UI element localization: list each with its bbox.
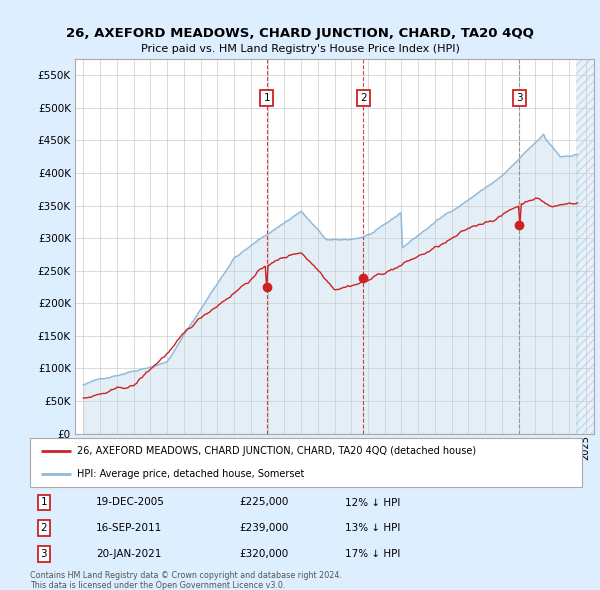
Text: 3: 3	[40, 549, 47, 559]
Text: 19-DEC-2005: 19-DEC-2005	[96, 497, 165, 507]
Text: This data is licensed under the Open Government Licence v3.0.: This data is licensed under the Open Gov…	[30, 581, 286, 589]
Text: £320,000: £320,000	[240, 549, 289, 559]
Text: 26, AXEFORD MEADOWS, CHARD JUNCTION, CHARD, TA20 4QQ: 26, AXEFORD MEADOWS, CHARD JUNCTION, CHA…	[66, 27, 534, 40]
FancyBboxPatch shape	[30, 438, 582, 487]
Text: 13% ↓ HPI: 13% ↓ HPI	[344, 523, 400, 533]
Text: 1: 1	[263, 93, 270, 103]
Text: 20-JAN-2021: 20-JAN-2021	[96, 549, 161, 559]
Text: 3: 3	[516, 93, 523, 103]
Text: £225,000: £225,000	[240, 497, 289, 507]
Text: HPI: Average price, detached house, Somerset: HPI: Average price, detached house, Some…	[77, 468, 304, 478]
Text: 2: 2	[40, 523, 47, 533]
Bar	[576, 59, 594, 434]
Text: Contains HM Land Registry data © Crown copyright and database right 2024.: Contains HM Land Registry data © Crown c…	[30, 571, 342, 580]
Text: £239,000: £239,000	[240, 523, 289, 533]
Text: 26, AXEFORD MEADOWS, CHARD JUNCTION, CHARD, TA20 4QQ (detached house): 26, AXEFORD MEADOWS, CHARD JUNCTION, CHA…	[77, 447, 476, 457]
Text: 12% ↓ HPI: 12% ↓ HPI	[344, 497, 400, 507]
Text: 17% ↓ HPI: 17% ↓ HPI	[344, 549, 400, 559]
Text: 16-SEP-2011: 16-SEP-2011	[96, 523, 163, 533]
Text: 1: 1	[40, 497, 47, 507]
Text: Price paid vs. HM Land Registry's House Price Index (HPI): Price paid vs. HM Land Registry's House …	[140, 44, 460, 54]
Text: 2: 2	[360, 93, 367, 103]
